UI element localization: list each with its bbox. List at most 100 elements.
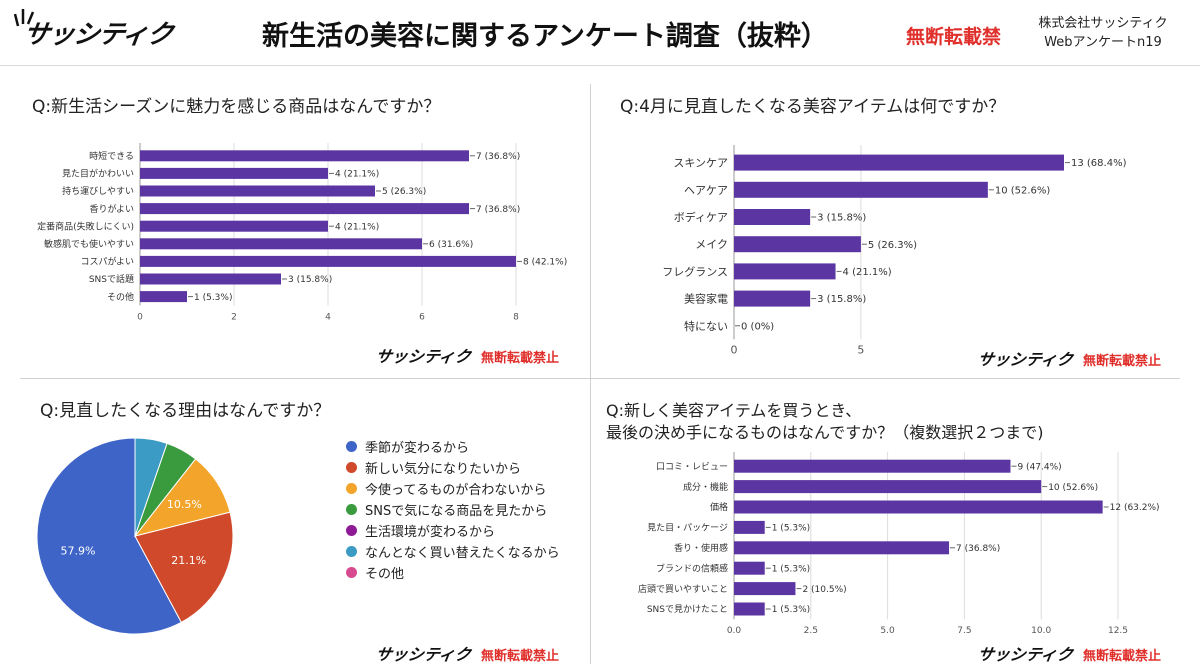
legend-swatch [346,462,357,473]
bar [734,582,796,596]
header-ban-notice: 無断転載禁 [906,26,1002,48]
x-tick-label: 6 [419,312,425,322]
data-label: 3 (15.8%) [817,213,866,224]
legend-item: なんとなく買い替えたくなるから [346,541,560,562]
category-label: コスパがよい [80,256,134,268]
data-label: 2 (10.5%) [802,585,846,595]
category-label: SNSで話題 [89,273,134,285]
legend-item: 新しい気分になりたいから [346,457,560,478]
q1-watermark: サッシティク 無断転載禁止 [374,343,560,367]
legend-item: その他 [346,562,560,583]
bar [734,290,811,307]
data-label: 10 (52.6%) [995,185,1051,196]
legend-label: 生活環境が変わるから [365,525,496,540]
x-tick-label: 8 [513,312,519,322]
bar [140,150,469,162]
bar [734,236,861,253]
watermark-logo: サッシティク [976,645,1075,664]
header: サッシティク 新生活の美容に関するアンケート調査（抜粋） 無断転載禁 株式会社サ… [0,0,1200,66]
company-info: 株式会社サッシティク Webアンケートn19 [1028,14,1178,52]
bar [140,220,328,232]
category-label: フレグランス [662,264,728,278]
bar [734,541,950,555]
category-label: 持ち運びしやすい [62,185,134,197]
company-name: 株式会社サッシティク [1038,16,1168,31]
bar [734,209,811,225]
pie-slice-label: 57.9% [60,544,95,557]
category-label: 美容家電 [684,292,728,306]
data-label: 1 (5.3%) [772,605,810,615]
data-label: 1 (5.3%) [194,293,232,303]
data-label: 6 (31.6%) [429,240,473,250]
x-tick-label: 2 [231,312,237,322]
q4-subtitle: 最後の決め手になるものはなんですか？（複数選択２つまで) [606,423,1044,442]
data-label: 0 (0%) [741,321,774,332]
bar [734,480,1042,494]
q3-legend: 季節が変わるから 新しい気分になりたいから今使ってるものが合わないから SNSで気に… [346,436,560,583]
legend-label: SNSで気になる商品を見たから [365,504,548,519]
x-tick-label: 7.5 [957,626,971,636]
category-label: 敏感肌でも使いやすい [44,238,134,250]
x-tick-label: 5.0 [880,626,895,636]
pie-slice-label: 21.1% [171,554,206,567]
category-label: その他 [107,291,134,303]
data-label: 13 (68.4%) [1071,158,1127,169]
data-label: 4 (21.1%) [335,222,379,232]
data-label: 8 (42.1%) [523,258,567,268]
data-label: 4 (21.1%) [335,170,379,180]
bar [140,273,281,285]
data-label: 10 (52.6%) [1048,483,1098,493]
data-label: 3 (15.8%) [288,275,332,285]
pie-slice [134,437,168,537]
category-label: メイク [695,238,728,251]
watermark-ban: 無断転載禁止 [1083,354,1162,369]
data-label: 3 (15.8%) [817,294,866,305]
data-label: 1 (5.3%) [772,564,810,574]
q2-title: Q:4月に見直したくなる美容アイテムは何ですか？ [620,97,1006,117]
data-label: 9 (47.4%) [1017,462,1061,472]
x-tick-label: 2.5 [804,626,818,636]
q2-watermark: サッシティク 無断転載禁止 [976,346,1162,370]
category-label: ブランドの信頼感 [656,562,728,574]
x-tick-label: 12.5 [1108,626,1128,636]
x-tick-label: 10.0 [1031,626,1051,636]
category-label: 定番商品(失敗しにくい) [37,220,134,232]
category-label: ボディケア [674,210,728,224]
q1-title: Q:新生活シーズンに魅力を感じる商品はなんですか？ [32,97,441,117]
bar [140,255,516,267]
legend-label: その他 [365,567,405,582]
watermark-ban: 無断転載禁止 [481,351,560,366]
q4-title: Q:新しく美容アイテムを買うとき、 [606,401,862,420]
bar [140,203,469,215]
category-label: 香りがよい [89,203,134,215]
data-label: 7 (36.8%) [476,152,520,162]
q3-title: Q:見直したくなる理由はなんですか？ [40,401,331,421]
category-label: 特にない [684,319,728,333]
bar [140,238,422,250]
bar [140,167,328,179]
x-tick-label: 0 [731,343,738,356]
bar [734,154,1064,171]
legend-item: 今使ってるものが合わないから [346,478,560,499]
category-label: 成分・機能 [683,481,728,493]
legend-item: 季節が変わるから [346,436,560,457]
legend-label: 今使ってるものが合わないから [365,483,547,498]
category-label: 時短できる [89,150,134,162]
category-label: スキンケア [673,157,728,170]
legend-item: 生活環境が変わるから [346,520,560,541]
divider-vertical [590,84,591,664]
legend-swatch [346,546,357,557]
data-label: 7 (36.8%) [476,205,520,215]
category-label: SNSで見かけたこと [647,604,728,615]
q3-watermark: サッシティク 無断転載禁止 [374,641,559,665]
spark-icon [14,9,35,27]
x-tick-label: 5 [857,343,864,356]
legend-label: 季節が変わるから [365,441,470,456]
bar [734,263,836,280]
pie-slice [36,437,183,635]
legend-swatch [346,441,357,452]
category-label: 価格 [710,501,728,513]
bar [140,185,375,197]
